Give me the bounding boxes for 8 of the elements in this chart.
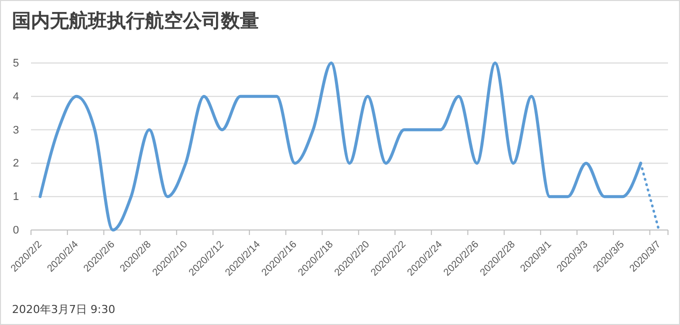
y-tick-label: 0 <box>12 224 19 237</box>
y-tick-label: 4 <box>12 90 19 103</box>
y-tick-label: 3 <box>12 124 19 136</box>
y-tick-label: 5 <box>12 58 19 70</box>
y-tick-label: 2 <box>12 158 19 170</box>
text: 2020年3月7日 9:30 <box>12 303 116 316</box>
y-tick-label: 1 <box>12 191 19 204</box>
chart-title: 国内无航班执行航空公司数量 <box>12 10 259 32</box>
